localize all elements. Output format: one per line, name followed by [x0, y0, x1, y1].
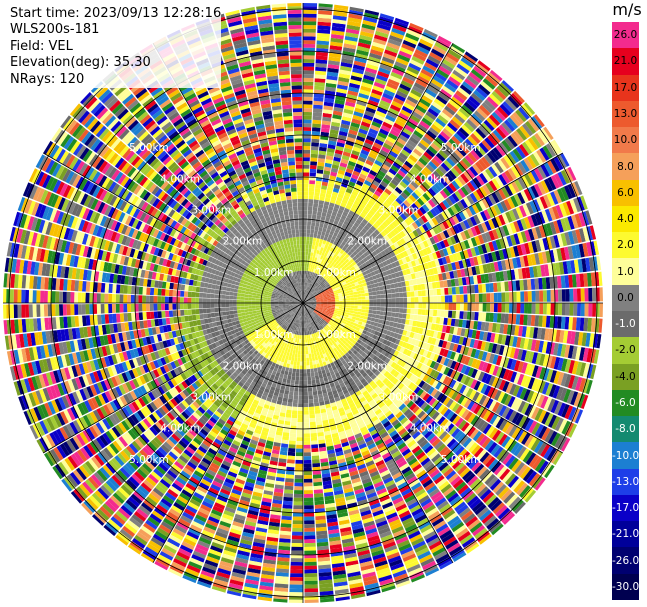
colorbar: m/s 26.0 21.0 17.0 13.0 10.0 8.0 6.0 4.0 2.0 1.0 0…	[607, 0, 647, 607]
range-labels: 1.00km 1.00km 1.00km 1.00km 2.00km 2.00km 2.00…	[129, 142, 481, 466]
colorbar-swatch	[612, 311, 639, 338]
colorbar-tick-label: 21.0	[613, 55, 638, 68]
scan-metadata: Start time: 2023/09/13 12:28:16 WLS200s-…	[10, 6, 222, 89]
colorbar-tick-label: 4.0	[617, 213, 634, 226]
colorbar-swatch	[612, 100, 639, 128]
range-ring-label: 3.00km	[191, 392, 231, 404]
nrays-label: NRays: 120	[10, 71, 85, 87]
colorbar-tick-label: -26.0	[612, 554, 640, 567]
colorbar-swatch	[612, 153, 639, 181]
colorbar-tick-label: 17.0	[613, 81, 638, 94]
colorbar-swatch	[612, 337, 639, 365]
range-ring-label: 1.00km	[254, 267, 294, 279]
range-ring-label: 3.00km	[191, 204, 231, 216]
range-ring-label: 3.00km	[379, 204, 419, 216]
colorbar-tick-label: -21.0	[612, 528, 640, 541]
colorbar-tick-label: -13.0	[612, 475, 640, 488]
colorbar-tick-label: 1.0	[617, 265, 634, 278]
colorbar-swatch	[612, 205, 639, 233]
colorbar-swatch	[612, 521, 639, 548]
colorbar-swatch	[612, 232, 639, 259]
colorbar-unit: m/s	[612, 0, 642, 19]
colorbar-swatch	[612, 363, 639, 391]
range-ring-label: 5.00km	[129, 142, 169, 154]
range-ring-label: 4.00km	[160, 173, 200, 185]
range-ring-label: 2.00km	[223, 236, 263, 248]
colorbar-swatch	[612, 74, 639, 102]
ppi-scan-plot: 1.00km 1.00km 1.00km 1.00km 2.00km 2.00km 2.00…	[3, 3, 603, 603]
colorbar-swatch	[612, 573, 639, 601]
range-ring-label: 4.00km	[410, 173, 450, 185]
range-ring-label: 1.00km	[254, 329, 294, 341]
colorbar-swatch	[612, 258, 639, 286]
colorbar-swatch	[612, 494, 639, 522]
instrument-label: WLS200s-181	[10, 22, 100, 38]
colorbar-swatch	[612, 468, 639, 496]
colorbar-swatch	[612, 547, 639, 575]
range-ring-label: 5.00km	[129, 454, 169, 466]
colorbar-swatch	[612, 284, 639, 312]
colorbar-tick-label: -17.0	[612, 502, 640, 515]
elevation-label: Elevation(deg): 35.30	[10, 55, 151, 71]
colorbar-tick-label: -2.0	[615, 344, 636, 357]
range-ring-label: 5.00km	[441, 142, 481, 154]
colorbar-tick-label: 26.0	[613, 29, 638, 42]
colorbar-tick-label: -1.0	[615, 318, 636, 331]
range-ring-label: 4.00km	[410, 423, 450, 435]
range-ring-label: 2.00km	[347, 360, 387, 372]
colorbar-swatch	[612, 22, 639, 49]
radar-gates	[3, 3, 603, 603]
azimuth-lines	[3, 3, 603, 603]
colorbar-swatch	[612, 48, 639, 76]
range-ring-label: 5.00km	[441, 454, 481, 466]
colorbar-tick-label: -8.0	[615, 423, 636, 436]
start-time-label: Start time: 2023/09/13 12:28:16	[10, 6, 222, 21]
colorbar-scale: 26.0 21.0 17.0 13.0 10.0 8.0 6.0 4.0 2.0 1.0 0.0 -1…	[612, 22, 640, 601]
colorbar-tick-label: -6.0	[615, 396, 636, 409]
range-ring-label: 4.00km	[160, 423, 200, 435]
colorbar-tick-label: 8.0	[617, 160, 634, 173]
colorbar-tick-label: -10.0	[612, 449, 640, 462]
range-ring-label: 3.00km	[379, 392, 419, 404]
colorbar-tick-label: 6.0	[617, 186, 634, 199]
field-label: Field: VEL	[10, 38, 73, 54]
colorbar-swatch	[612, 416, 639, 443]
colorbar-tick-label: 13.0	[613, 107, 638, 120]
colorbar-swatch	[612, 127, 639, 154]
colorbar-tick-label: 10.0	[613, 134, 638, 147]
colorbar-swatch	[612, 389, 639, 417]
range-ring-label: 1.00km	[316, 329, 356, 341]
colorbar-swatch	[612, 442, 639, 470]
range-ring-label: 2.00km	[347, 236, 387, 248]
colorbar-tick-label: -4.0	[615, 370, 636, 383]
range-ring-label: 2.00km	[223, 360, 263, 372]
colorbar-swatch	[612, 179, 639, 207]
colorbar-tick-label: 2.0	[617, 239, 634, 252]
colorbar-tick-label: -30.0	[612, 580, 640, 593]
range-ring-label: 1.00km	[316, 267, 356, 279]
colorbar-tick-label: 0.0	[617, 291, 634, 304]
